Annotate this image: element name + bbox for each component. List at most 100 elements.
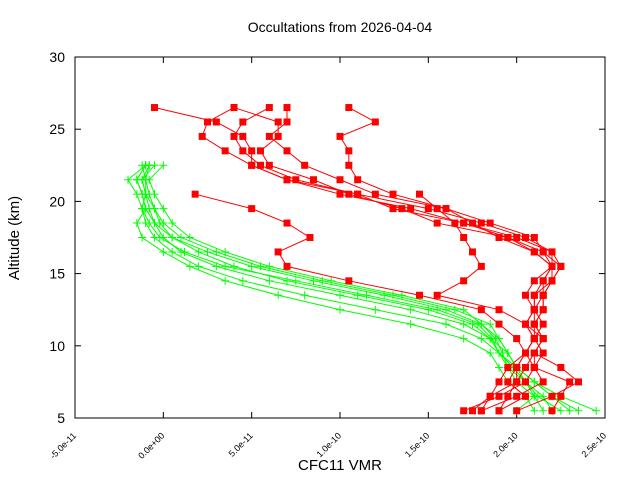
data-point-square [495,234,503,241]
data-point-square [460,234,468,241]
data-point-square [248,161,256,169]
data-point-square [495,378,503,386]
data-point-plus [530,406,539,415]
series-line [154,107,553,412]
data-point-square [442,205,450,213]
data-point-square [530,320,538,328]
data-point-square [336,132,344,140]
data-point-square [204,118,211,126]
data-point-square [504,378,512,386]
x-tick-label: 1.5e-10 [403,431,432,460]
data-point-square [539,320,547,328]
data-point-square [530,306,538,314]
series-layer [124,104,601,415]
x-tick-label: 2.0e-10 [491,431,520,460]
y-tick-label: 5 [57,410,65,426]
data-point-square [469,219,476,227]
data-point-plus [150,204,159,213]
data-point-square [539,349,547,357]
data-point-plus [389,291,397,300]
data-point-square [504,234,512,241]
series-line [419,193,544,412]
data-point-plus [155,219,164,228]
data-point-square [513,392,521,400]
data-point-plus [459,305,468,314]
series-green-1 [132,161,548,415]
x-tick-label: -5.0e-11 [48,431,78,461]
data-point-plus [265,276,274,285]
data-point-square [301,161,309,169]
data-point-plus [265,262,274,271]
data-point-square [522,349,529,357]
data-point-square [248,147,256,155]
data-point-plus [185,262,194,271]
data-point-plus [283,276,291,285]
data-point-square [539,335,547,343]
data-point-square [257,147,264,155]
data-point-square [522,320,529,328]
data-point-square [283,262,291,270]
data-point-plus [185,233,194,242]
data-point-plus [487,334,496,343]
data-point-square [198,132,206,140]
data-point-square [539,291,547,299]
data-point-square [239,147,247,155]
data-point-square [469,407,476,415]
data-point-square [548,248,556,256]
data-point-square [539,248,547,256]
data-point-plus [155,233,164,242]
data-point-plus [309,276,318,285]
data-point-square [371,118,379,126]
data-point-plus [406,320,415,329]
y-axis-label: Altitude (km) [6,196,23,280]
data-point-square [345,161,353,169]
data-point-square [557,392,565,400]
data-point-plus [177,233,185,242]
data-point-square [530,291,538,299]
data-point-plus [495,363,503,372]
data-point-plus [495,349,503,358]
data-point-plus [327,276,336,285]
data-point-square [530,363,538,371]
series-line [141,165,536,412]
data-point-square [354,190,362,198]
data-point-square [504,363,512,371]
data-point-square [575,378,582,386]
data-point-plus [194,247,203,256]
data-point-square [495,407,503,415]
data-point-square [283,118,291,126]
data-point-plus [592,406,601,415]
data-point-square [424,205,432,213]
data-point-plus [397,291,406,300]
data-point-square [283,176,291,184]
data-point-plus [159,247,168,256]
data-point-plus [486,349,495,358]
data-point-square [522,363,529,371]
x-tick-label: 5.0e-11 [227,431,255,459]
series-line [127,164,553,412]
data-point-square [530,277,538,285]
data-point-plus [300,291,309,300]
data-point-plus [424,305,433,314]
data-point-square [495,320,503,328]
series-green-3 [124,161,556,415]
data-point-square [477,262,485,270]
data-point-plus [159,161,168,170]
data-point-square [522,378,529,386]
y-tick-label: 20 [49,193,65,209]
data-point-plus [336,305,344,314]
data-point-square [522,291,529,299]
data-point-plus [459,320,468,329]
data-point-square [151,104,158,112]
data-point-square [548,262,556,270]
data-point-plus [336,291,344,300]
y-tick-label: 10 [49,338,65,354]
data-point-plus [406,305,415,314]
series-green-7 [138,161,539,415]
data-point-plus [371,305,380,314]
data-point-square [416,291,423,299]
data-point-plus [221,247,230,256]
data-point-square [433,205,441,213]
data-point-square [539,277,547,285]
